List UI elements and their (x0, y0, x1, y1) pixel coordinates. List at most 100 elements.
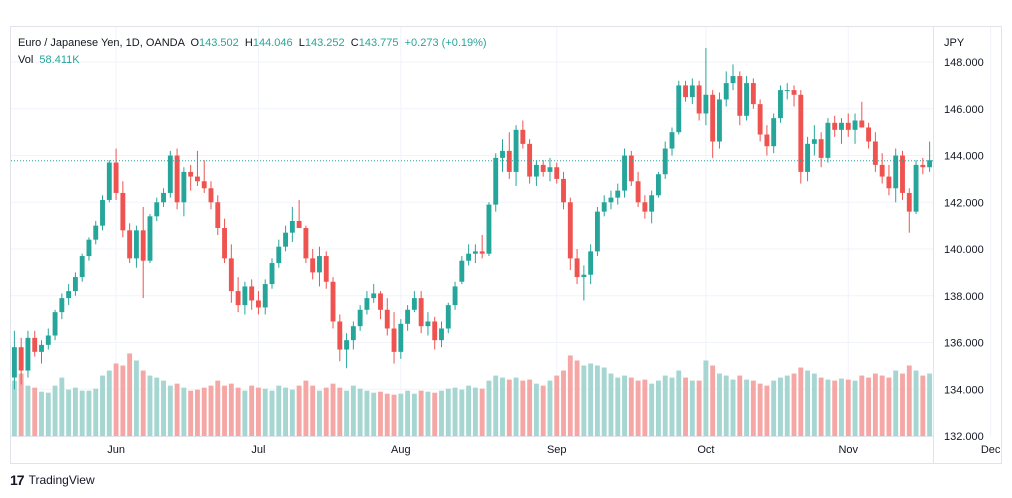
volume-bar (723, 375, 729, 436)
time-tick-label: Aug (391, 444, 411, 456)
volume-bar (757, 383, 763, 436)
volume-bar (418, 390, 424, 436)
candle-body (567, 202, 573, 259)
legend-high-value: 144.046 (252, 37, 293, 49)
candle-body (364, 298, 370, 310)
candle-body (303, 227, 309, 259)
candle-body (405, 309, 411, 324)
legend-symbol[interactable]: Euro / Japanese Yen, 1D, OANDA (18, 37, 185, 49)
volume-bar (845, 379, 851, 436)
volume-bar (649, 383, 655, 436)
legend-open-value: 143.502 (199, 37, 239, 49)
candle-body (805, 143, 811, 172)
volume-bar (161, 380, 166, 436)
candle-body (140, 230, 146, 261)
candle-body (920, 164, 926, 168)
candle-body (662, 148, 668, 175)
volume-bar (256, 387, 261, 436)
volume-bar (608, 373, 614, 436)
candle-body (649, 195, 655, 212)
candle-body (283, 232, 289, 247)
candle-body (11, 347, 17, 378)
price-tick-label: 134.000 (944, 384, 984, 396)
volume-bar (533, 383, 539, 436)
volume-bar (330, 383, 336, 436)
volume-bar (486, 380, 492, 436)
candle-body (269, 263, 275, 285)
volume-bar (439, 390, 444, 436)
candle-body (310, 258, 316, 273)
legend-low-value: 143.252 (304, 37, 345, 49)
volume-bar (459, 389, 465, 436)
volume-bar (737, 375, 743, 436)
volume-bar (554, 375, 560, 436)
volume-bar (472, 387, 478, 436)
volume-bar (201, 387, 207, 436)
candle-body (120, 192, 126, 231)
candle-body (161, 192, 166, 203)
volume-bar (622, 375, 627, 436)
volume-bar (194, 389, 200, 436)
volume-bar (262, 388, 268, 436)
volume-bar (493, 375, 499, 436)
tradingview-brand[interactable]: TradingView (28, 473, 95, 487)
price-tick-label: 140.000 (944, 244, 984, 256)
candle-body (350, 326, 356, 341)
candle-body (506, 150, 512, 172)
volume-bar (872, 373, 878, 436)
volume-bar (425, 391, 431, 436)
volume-bar (574, 360, 580, 436)
volume-bar (208, 385, 214, 436)
price-tick-label: 142.000 (944, 197, 984, 209)
volume-bar (249, 385, 255, 436)
candle-body (222, 227, 227, 259)
time-axis[interactable]: Jun Jul Aug Sep Oct Nov Dec (107, 444, 1001, 456)
legend-close-label: C (350, 37, 359, 49)
volume-bar (140, 370, 146, 436)
volume-bar (276, 385, 282, 436)
candle-body (764, 134, 770, 147)
candle-body (791, 90, 797, 95)
candle-body (235, 291, 241, 306)
volume-bar (222, 385, 227, 436)
candle-body (669, 132, 675, 149)
candle-body (194, 176, 200, 182)
candle-body (615, 190, 621, 198)
volume-bar (500, 377, 505, 436)
candle-body (215, 202, 221, 228)
legend-volume-label[interactable]: Vol (18, 54, 34, 66)
volume-bar (52, 385, 58, 436)
legend-volume-value: 58.411K (39, 54, 80, 66)
candle-body (371, 293, 377, 299)
candle-body (452, 286, 458, 306)
volume-bar (588, 363, 594, 436)
candle-body (181, 171, 187, 203)
volume-bar (615, 377, 621, 436)
volume-bar (839, 378, 844, 436)
candle-body (554, 167, 560, 179)
volume-bar (181, 387, 187, 436)
candle-body (520, 129, 526, 144)
volume-bar (127, 353, 133, 436)
legend: Euro / Japanese Yen, 1D, OANDA O143.502 … (18, 35, 487, 69)
price-axis[interactable]: 132.000 134.000 136.000 138.000 140.000 142.0… (944, 57, 984, 443)
tradingview-logo-icon[interactable]: 17 (10, 472, 25, 488)
volume-bar (405, 390, 411, 436)
volume-bar (310, 385, 316, 436)
volume-bar (798, 367, 804, 436)
candle-body (59, 298, 65, 313)
volume-bar (411, 393, 417, 436)
volume-bar (750, 380, 756, 436)
candle-body (859, 120, 865, 128)
candle-body (879, 164, 885, 177)
candle-body (486, 204, 492, 254)
candle-body (249, 286, 255, 301)
volume-bar (235, 387, 241, 436)
candle-body (832, 122, 838, 130)
volume-bar (683, 377, 688, 436)
time-tick-label: Jun (107, 444, 125, 456)
volume-bar (337, 387, 343, 436)
volume-bar (323, 387, 329, 436)
candle-body (737, 76, 743, 116)
